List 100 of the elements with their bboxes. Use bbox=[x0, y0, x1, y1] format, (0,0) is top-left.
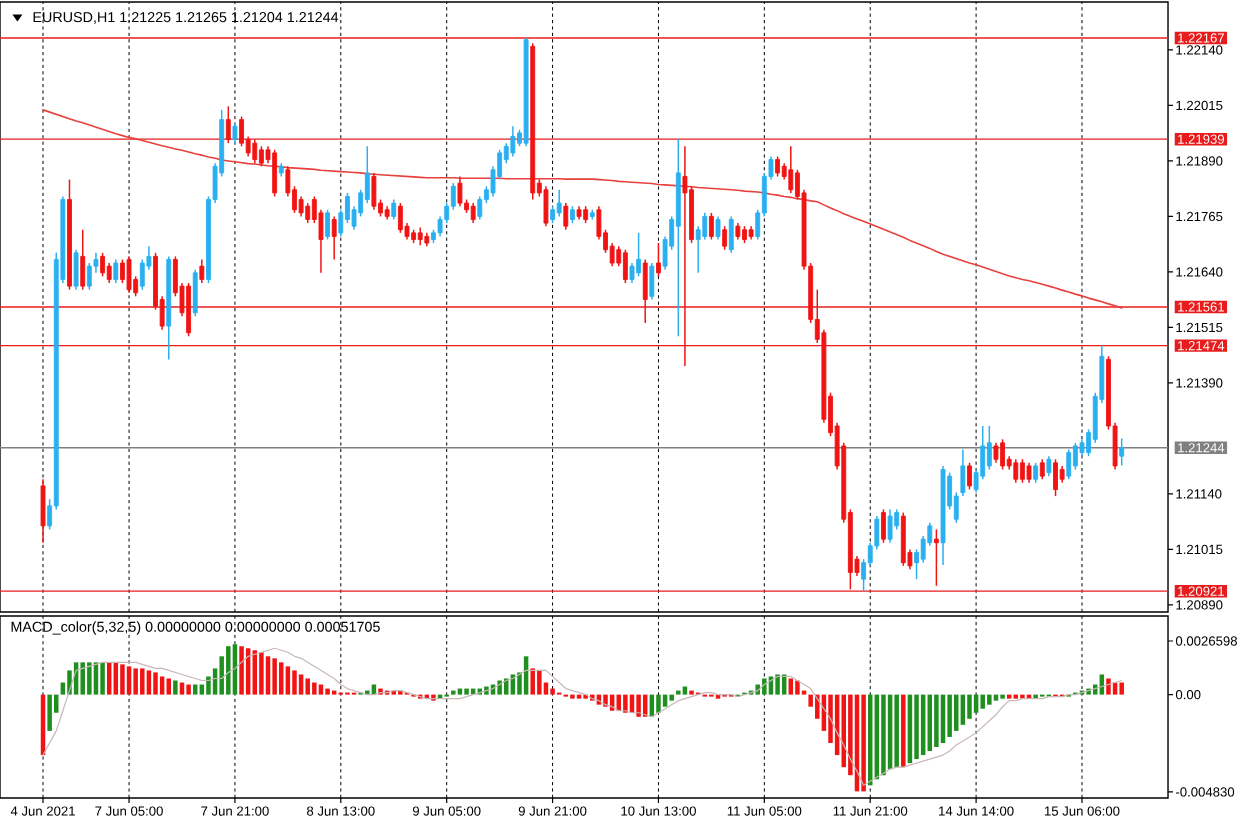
candlestick bbox=[305, 202, 311, 224]
bar bbox=[298, 674, 304, 695]
bar bbox=[120, 664, 125, 695]
bar bbox=[265, 656, 271, 695]
bar bbox=[146, 670, 152, 695]
bar bbox=[173, 680, 178, 695]
candlestick bbox=[106, 262, 112, 284]
bar bbox=[550, 688, 555, 695]
candlestick bbox=[1000, 438, 1005, 471]
candlestick bbox=[325, 209, 330, 241]
candlestick bbox=[1119, 437, 1125, 467]
bar bbox=[669, 694, 674, 701]
bar bbox=[464, 688, 469, 695]
bar bbox=[292, 670, 297, 695]
candlestick bbox=[788, 145, 794, 194]
candlestick bbox=[722, 225, 728, 251]
candlestick bbox=[649, 262, 655, 301]
candlestick bbox=[391, 198, 397, 221]
candlestick bbox=[397, 202, 403, 234]
candlestick bbox=[119, 258, 125, 284]
candlestick bbox=[1013, 458, 1019, 484]
bar bbox=[166, 678, 171, 695]
bar bbox=[100, 662, 105, 695]
candlestick bbox=[1026, 462, 1032, 484]
bar bbox=[153, 672, 158, 695]
candlestick bbox=[477, 195, 483, 221]
candlestick bbox=[100, 252, 106, 278]
candlestick bbox=[40, 478, 46, 544]
bar bbox=[861, 694, 866, 792]
bar bbox=[636, 694, 641, 717]
bar bbox=[504, 678, 509, 695]
candlestick bbox=[73, 248, 79, 291]
bar bbox=[312, 682, 317, 695]
bar bbox=[159, 676, 165, 695]
candlestick bbox=[622, 248, 628, 284]
candlestick bbox=[113, 258, 119, 284]
bar bbox=[881, 694, 886, 776]
candlestick bbox=[887, 508, 893, 544]
bar bbox=[259, 652, 264, 695]
bar bbox=[272, 658, 277, 695]
bar bbox=[537, 670, 542, 695]
candlestick bbox=[232, 122, 238, 144]
bar bbox=[788, 678, 794, 695]
bar bbox=[285, 666, 291, 695]
bar bbox=[894, 694, 899, 768]
bar bbox=[140, 668, 145, 695]
candlestick bbox=[470, 202, 476, 224]
bar bbox=[206, 676, 211, 695]
bar bbox=[795, 680, 800, 695]
candlestick bbox=[126, 255, 132, 294]
candlestick bbox=[563, 202, 569, 231]
bar bbox=[186, 684, 191, 695]
bar bbox=[987, 694, 992, 705]
bar bbox=[775, 674, 780, 695]
candlestick bbox=[80, 228, 86, 291]
candlestick bbox=[900, 511, 906, 567]
bar bbox=[623, 694, 628, 713]
candlestick bbox=[371, 172, 377, 211]
candlestick bbox=[881, 508, 886, 544]
bar bbox=[239, 646, 244, 695]
bar bbox=[530, 668, 535, 695]
candlestick bbox=[1053, 458, 1058, 497]
bar bbox=[980, 694, 985, 709]
candlestick bbox=[775, 155, 780, 178]
bar bbox=[947, 694, 952, 737]
candlestick bbox=[1072, 442, 1078, 471]
candlestick bbox=[1019, 458, 1025, 484]
bar bbox=[1119, 682, 1124, 695]
candlestick bbox=[656, 242, 661, 278]
candlestick bbox=[993, 442, 999, 464]
candlestick bbox=[192, 268, 198, 318]
candlestick bbox=[933, 528, 939, 587]
bar bbox=[226, 646, 231, 695]
bar bbox=[47, 694, 52, 731]
bar bbox=[279, 662, 284, 695]
candlestick bbox=[272, 149, 278, 198]
candlestick bbox=[258, 145, 264, 168]
candlestick bbox=[510, 125, 516, 158]
bar bbox=[325, 688, 330, 695]
candlestick bbox=[556, 189, 562, 218]
bar bbox=[914, 694, 919, 760]
candlestick bbox=[1033, 462, 1039, 484]
candlestick bbox=[1039, 458, 1045, 480]
candlestick bbox=[715, 215, 721, 241]
bar bbox=[1106, 678, 1111, 695]
candlestick bbox=[331, 215, 337, 261]
candlestick bbox=[1066, 448, 1072, 480]
bar bbox=[934, 694, 939, 748]
bar bbox=[954, 694, 959, 731]
candlestick bbox=[728, 215, 734, 254]
candlestick bbox=[457, 175, 463, 207]
bar bbox=[87, 662, 92, 695]
bar bbox=[126, 666, 132, 695]
candlestick bbox=[708, 212, 714, 241]
candlestick bbox=[1046, 455, 1052, 477]
candlestick bbox=[967, 462, 972, 491]
bar bbox=[80, 662, 85, 695]
bar bbox=[901, 694, 906, 768]
candlestick bbox=[543, 185, 549, 227]
candlestick bbox=[199, 258, 205, 284]
